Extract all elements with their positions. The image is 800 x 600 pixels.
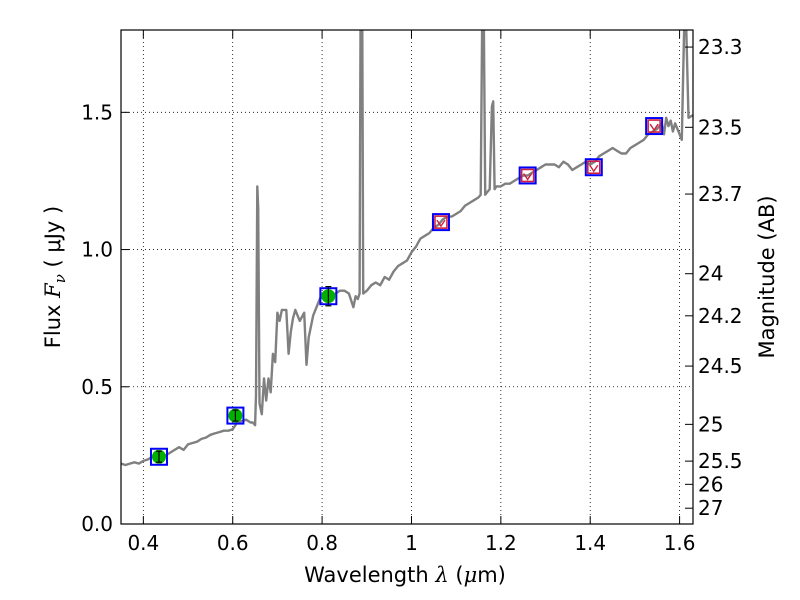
y2-tick-label: 23.3 xyxy=(698,35,743,59)
x-tick-label: 0.4 xyxy=(127,531,159,555)
y-tick-label: 0.5 xyxy=(81,375,113,399)
upper-limit-marker xyxy=(647,119,661,133)
points-layer xyxy=(149,117,664,466)
y-tick-label: 0.0 xyxy=(81,512,113,536)
model-band-marker xyxy=(518,166,537,185)
x-tick-label: 0.6 xyxy=(217,531,249,555)
x-tick-label: 1.4 xyxy=(574,531,606,555)
upper-limit-marker xyxy=(434,215,448,229)
x-tick-label: 0.8 xyxy=(306,531,338,555)
y2-tick-label: 24.2 xyxy=(698,304,743,328)
y2-tick-label: 23.5 xyxy=(698,115,743,139)
model-band-marker xyxy=(584,158,603,177)
y-tick-label: 1.5 xyxy=(81,100,113,124)
upper-limit-arrow xyxy=(436,219,446,228)
model-band-marker xyxy=(226,406,245,425)
x-tick-label: 1.6 xyxy=(664,531,696,555)
model-band-marker xyxy=(431,213,450,232)
y-tick-label: 1.0 xyxy=(81,238,113,262)
model-band-marker xyxy=(149,447,168,466)
model-band-marker xyxy=(645,117,664,136)
y2-tick-label: 25.5 xyxy=(698,449,743,473)
spectrum-line xyxy=(121,30,693,467)
upper-limit-marker xyxy=(586,160,601,175)
x-tick-label: 1.2 xyxy=(485,531,517,555)
y2-tick-label: 25 xyxy=(698,412,723,436)
upper-limit-marker xyxy=(520,168,535,183)
upper-limit-arrow xyxy=(523,173,533,181)
y2-tick-label: 26 xyxy=(698,472,723,496)
x-axis-title: Wavelength λ (μm) xyxy=(304,563,506,587)
y-axis-title: Flux Fν ( μJy ) xyxy=(41,206,69,348)
y2-tick-label: 23.7 xyxy=(698,182,743,206)
x-tick-label: 1 xyxy=(405,531,418,555)
y2-tick-label: 24.5 xyxy=(698,354,743,378)
plot-frame xyxy=(120,29,694,525)
y2-tick-label: 27 xyxy=(698,496,723,520)
y2-tick-label: 24 xyxy=(698,262,723,286)
upper-limit-arrow xyxy=(589,164,599,173)
y2-axis-title: Magnitude (AB) xyxy=(755,195,779,358)
spectrum-layer xyxy=(121,30,693,467)
axis-ticks: 0.4 0.6 0.8 1 1.2 1.4 1.6 0.0 0.5 1.0 1.5 23.3 23.5 2… xyxy=(81,30,743,555)
plot-area xyxy=(121,30,693,524)
upper-limit-arrow xyxy=(649,123,659,132)
